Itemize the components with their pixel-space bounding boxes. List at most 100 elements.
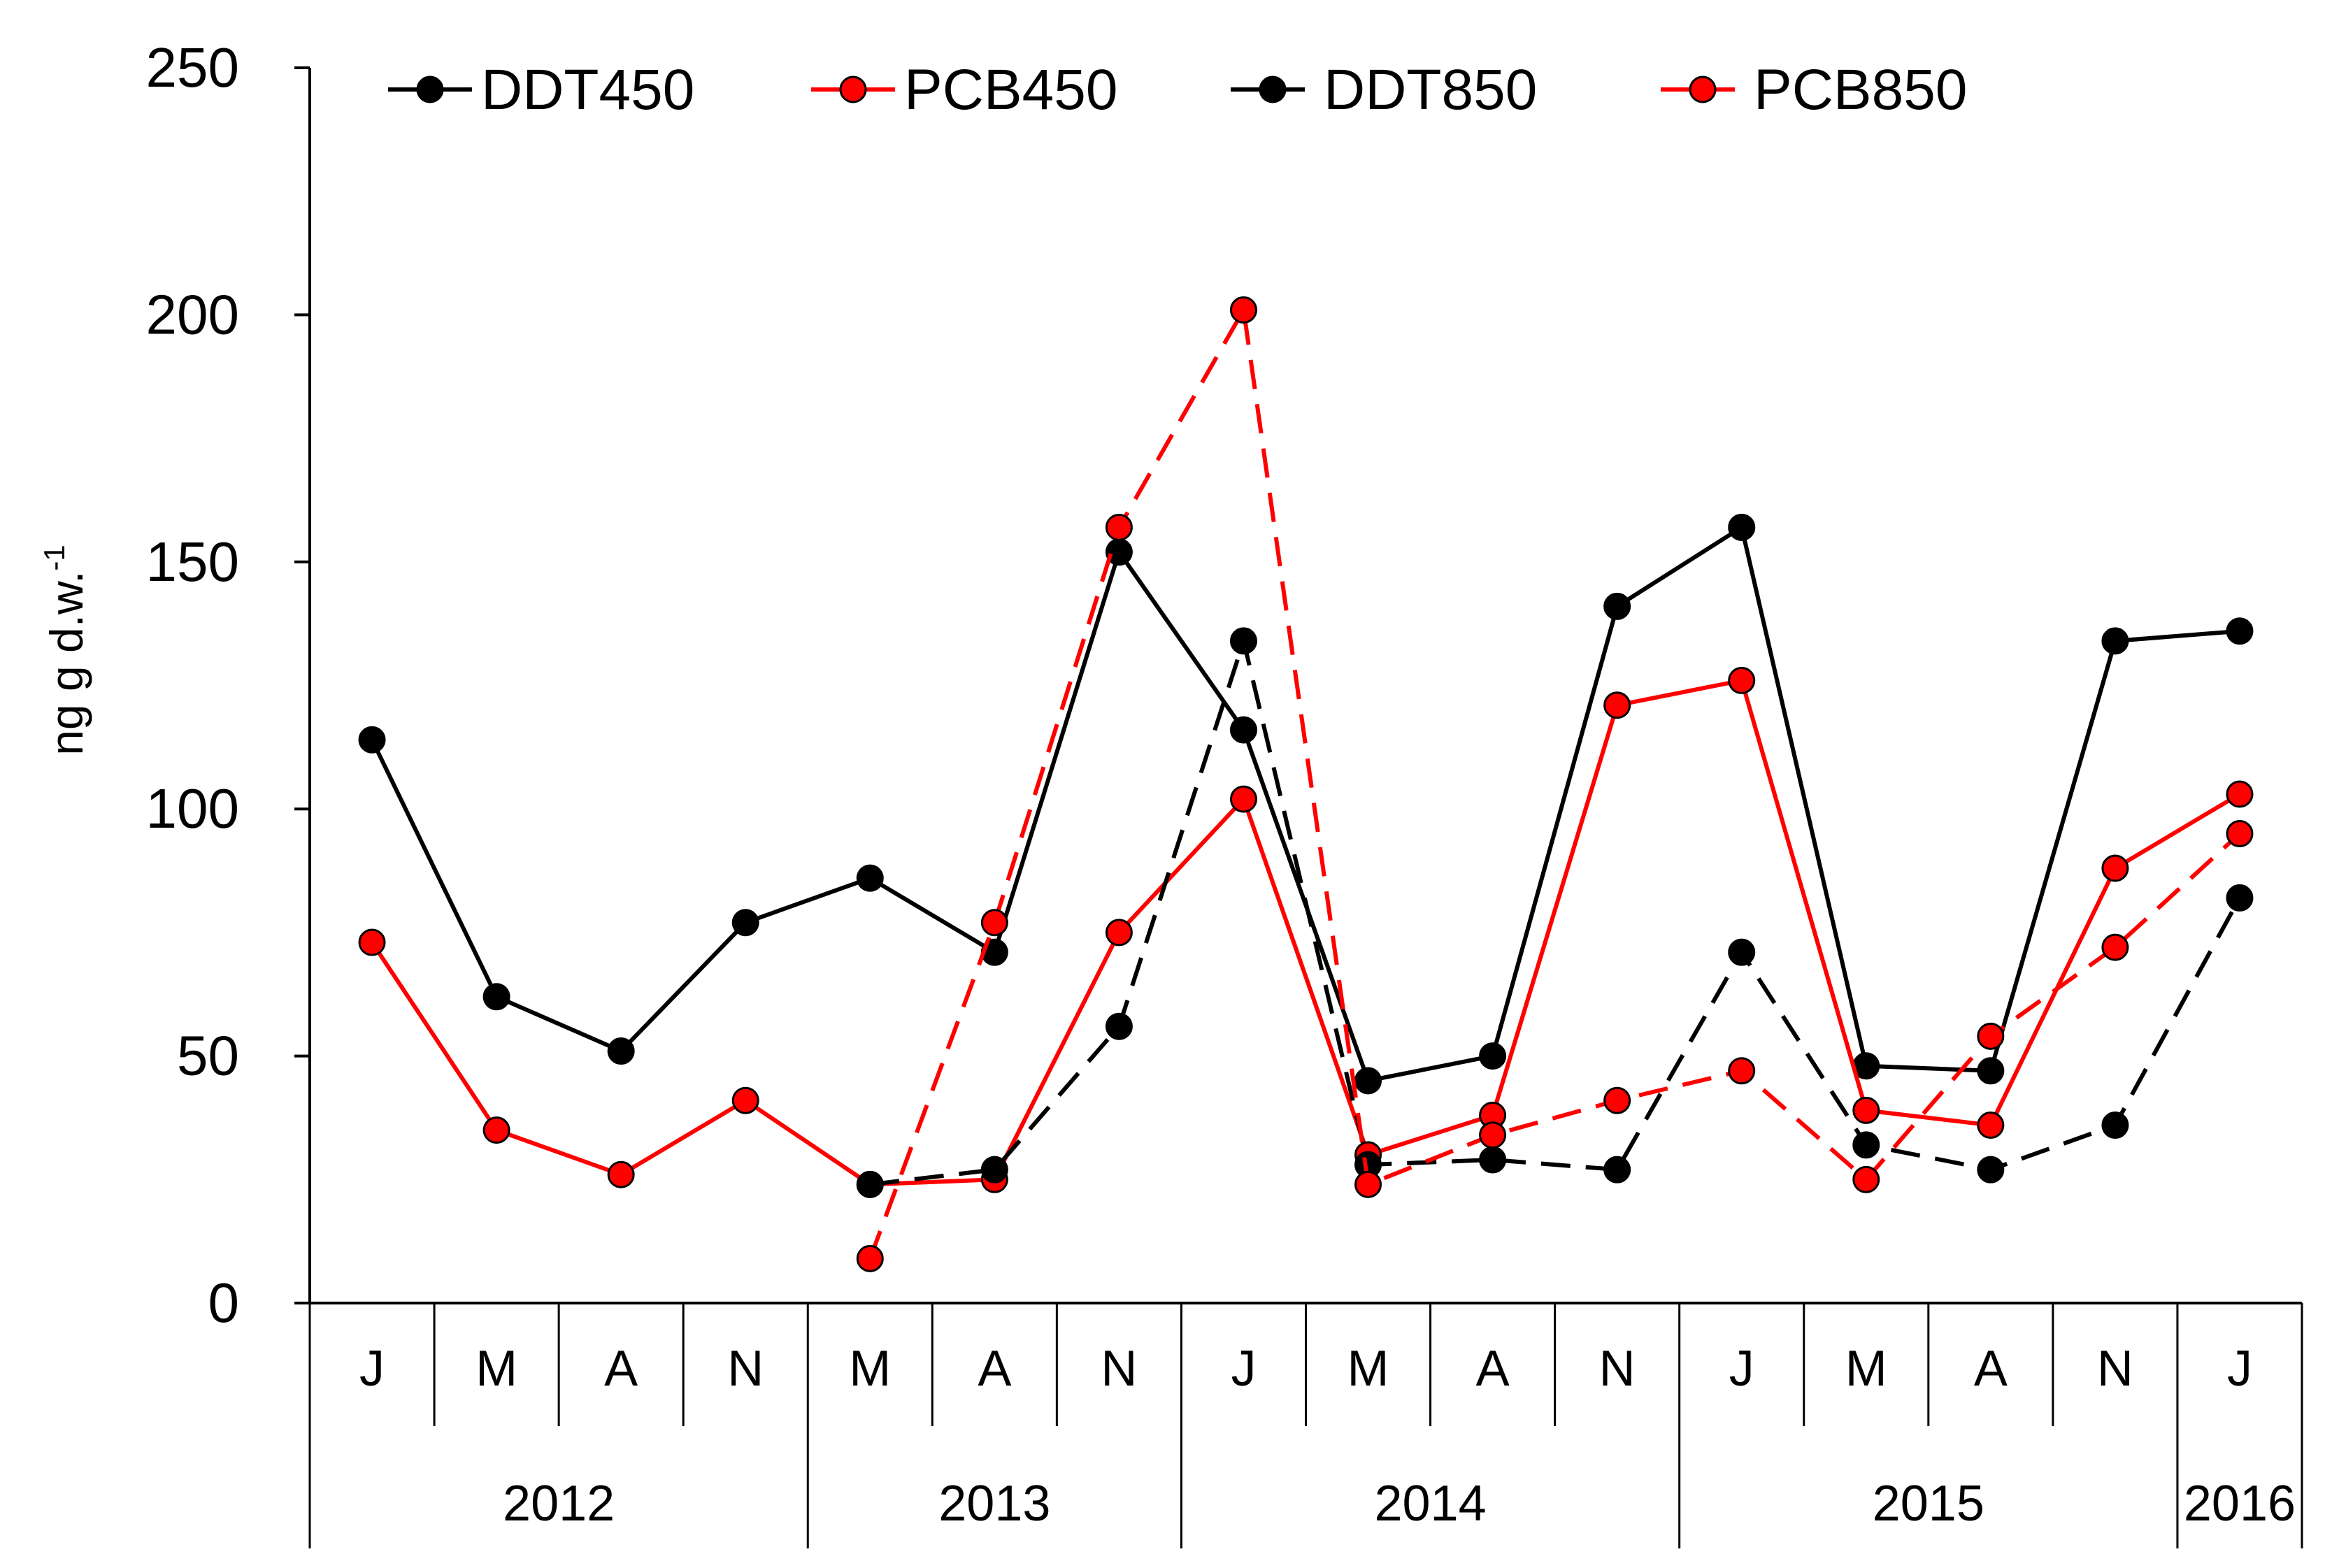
data-point <box>1852 1131 1880 1159</box>
data-point <box>1728 666 1756 694</box>
data-point <box>2101 854 2129 882</box>
x-tick-label: A <box>1974 1341 2008 1397</box>
data-point <box>1603 1156 1631 1184</box>
x-tick-label: J <box>1729 1341 1754 1397</box>
data-point <box>1852 1165 1880 1193</box>
legend-marker <box>416 75 444 103</box>
data-point <box>607 1160 635 1188</box>
x-tick-label: M <box>1347 1341 1389 1397</box>
legend-label: DDT450 <box>481 58 694 122</box>
data-point <box>1977 1057 2005 1085</box>
data-point <box>1479 1146 1507 1174</box>
series-line <box>869 638 2242 1187</box>
legend-item-DDT850: DDT850 <box>1231 58 1537 122</box>
data-point <box>358 726 386 754</box>
data-point <box>1229 627 1257 655</box>
data-point <box>980 909 1008 937</box>
legend-item-PCB850: PCB850 <box>1661 58 1967 122</box>
data-point <box>1479 1121 1507 1149</box>
y-tick-label: 200 <box>146 283 239 345</box>
data-point <box>1728 513 1756 541</box>
group-label: 2016 <box>2184 1476 2296 1532</box>
axes: 0 50 100 150 200 250 <box>146 36 2302 1334</box>
group-label: 2015 <box>1873 1476 1984 1532</box>
data-point <box>980 1156 1008 1184</box>
data-point <box>1354 1067 1382 1095</box>
x-tick-label: M <box>849 1341 891 1397</box>
data-point <box>2101 933 2129 961</box>
data-point <box>1977 1156 2005 1184</box>
data-point <box>482 983 510 1011</box>
data-point <box>358 928 386 956</box>
data-point <box>2101 627 2129 655</box>
legend-label: PCB850 <box>1754 58 1967 122</box>
group-label: 2012 <box>503 1476 615 1532</box>
y-tick-label: 0 <box>208 1272 240 1334</box>
series-layer <box>358 296 2254 1272</box>
series-line <box>370 678 2241 1187</box>
series-DDT450 <box>358 513 2254 1095</box>
data-point <box>1229 296 1257 324</box>
data-point <box>2226 780 2254 808</box>
data-point <box>1105 919 1133 947</box>
series-DDT850 <box>856 627 2254 1198</box>
y-tick-label: 250 <box>146 36 239 99</box>
data-point <box>2226 884 2254 912</box>
y-tick-label: 50 <box>177 1025 239 1087</box>
data-point <box>1105 1012 1133 1040</box>
x-tick-label: M <box>1845 1341 1887 1397</box>
data-point <box>2226 820 2254 848</box>
data-point <box>731 1086 759 1114</box>
category-axis-table: J M A N M A N J M A N J M A N J 2012 2013 2014 2015 2016 <box>308 1303 2303 1548</box>
legend-marker <box>1689 75 1717 103</box>
legend-marker <box>1259 75 1287 103</box>
data-point <box>1229 716 1257 744</box>
data-point <box>1354 1170 1382 1198</box>
x-tick-label: N <box>1599 1341 1636 1397</box>
data-point <box>2226 617 2254 645</box>
data-point <box>1977 1112 2005 1139</box>
x-tick-label: A <box>604 1341 638 1397</box>
data-point <box>856 1244 884 1272</box>
x-tick-label: A <box>1476 1341 1510 1397</box>
data-point <box>1479 1042 1507 1070</box>
data-point <box>1728 1057 1756 1085</box>
x-tick-label: J <box>359 1341 385 1397</box>
data-point <box>1977 1022 2005 1050</box>
data-point <box>731 909 759 937</box>
data-point <box>1852 1096 1880 1124</box>
series-line <box>868 308 2241 1260</box>
series-PCB450 <box>358 666 2254 1198</box>
x-tick-label: J <box>2227 1341 2252 1397</box>
legend-marker <box>839 75 867 103</box>
y-tick-label: 150 <box>146 531 239 593</box>
series-line <box>370 525 2240 1083</box>
data-point <box>856 864 884 892</box>
legend-item-DDT450: DDT450 <box>388 58 694 122</box>
x-tick-label: N <box>2097 1341 2133 1397</box>
x-tick-label: N <box>727 1341 764 1397</box>
x-tick-label: M <box>475 1341 517 1397</box>
y-axis-label: ng g d.w.-1 <box>38 545 92 756</box>
data-point <box>1105 513 1133 541</box>
legend: DDT450 PCB450 DDT850 PCB850 <box>388 58 1967 122</box>
x-tick-label: A <box>978 1341 1011 1397</box>
data-point <box>607 1037 635 1065</box>
legend-label: PCB450 <box>904 58 1117 122</box>
group-label: 2013 <box>938 1476 1050 1532</box>
legend-item-PCB450: PCB450 <box>811 58 1117 122</box>
series-PCB850 <box>856 296 2254 1272</box>
data-point <box>1728 938 1756 966</box>
y-tick-label: 100 <box>146 777 239 840</box>
data-point <box>856 1170 884 1198</box>
data-point <box>1603 1086 1631 1114</box>
x-tick-label: N <box>1101 1341 1137 1397</box>
group-label: 2014 <box>1374 1476 1486 1532</box>
x-tick-label: J <box>1231 1341 1256 1397</box>
data-point <box>482 1116 510 1144</box>
data-point <box>1603 592 1631 620</box>
data-point <box>1229 785 1257 813</box>
legend-label: DDT850 <box>1324 58 1537 122</box>
data-point <box>2101 1112 2129 1139</box>
